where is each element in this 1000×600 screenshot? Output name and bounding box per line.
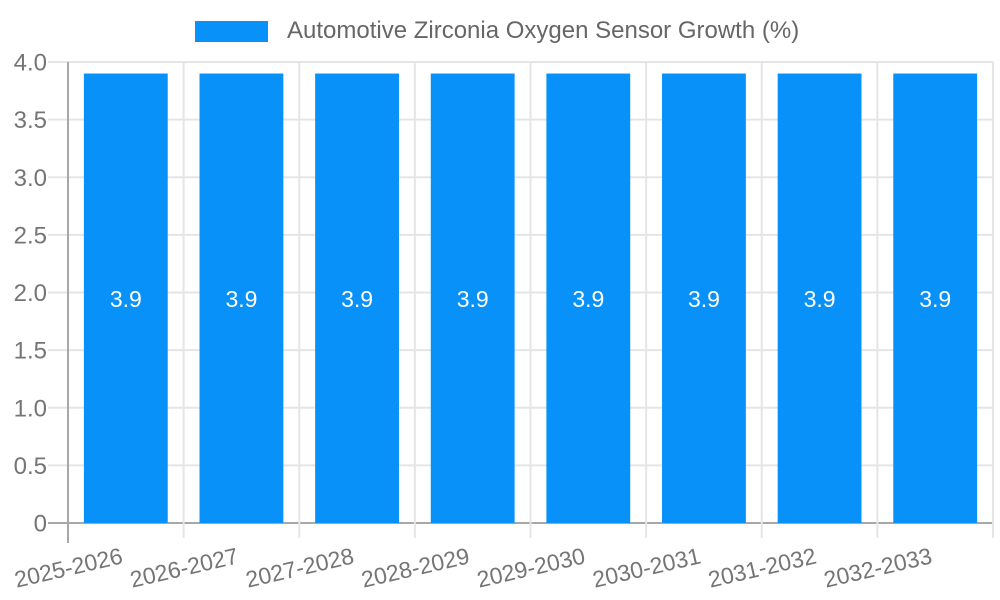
bar-value-label: 3.9 bbox=[804, 286, 836, 312]
legend-swatch bbox=[195, 20, 268, 42]
bar-2031-2032[interactable] bbox=[777, 73, 862, 524]
bar-value-label: 3.9 bbox=[341, 286, 373, 312]
bar-value-label: 3.9 bbox=[688, 286, 720, 312]
bar-2027-2028[interactable] bbox=[315, 73, 399, 524]
x-tick-label: 2030-2031 bbox=[590, 543, 703, 593]
bar-2032-2033[interactable] bbox=[893, 73, 978, 524]
bar-2026-2027[interactable] bbox=[199, 73, 284, 524]
bar-value-label: 3.9 bbox=[110, 286, 142, 312]
y-tick-label: 2.0 bbox=[14, 280, 47, 307]
x-tick-label: 2029-2030 bbox=[474, 543, 587, 593]
x-tick-label: 2027-2028 bbox=[243, 543, 356, 593]
bar-value-label: 3.9 bbox=[457, 286, 489, 312]
y-tick-label: 0.5 bbox=[14, 453, 47, 480]
y-tick-label: 1.0 bbox=[14, 395, 47, 422]
bar-2030-2031[interactable] bbox=[662, 73, 746, 524]
bar-2028-2029[interactable] bbox=[430, 73, 515, 524]
y-tick-label: 4.0 bbox=[14, 50, 47, 77]
x-tick-label: 2031-2032 bbox=[706, 543, 819, 593]
bar-value-label: 3.9 bbox=[572, 286, 604, 312]
x-tick-label: 2025-2026 bbox=[12, 543, 125, 593]
x-tick-label: 2026-2027 bbox=[128, 543, 241, 593]
chart-legend[interactable]: Automotive Zirconia Oxygen Sensor Growth… bbox=[195, 19, 799, 43]
y-tick-label: 1.5 bbox=[14, 338, 47, 365]
legend-label: Automotive Zirconia Oxygen Sensor Growth… bbox=[287, 17, 800, 44]
y-tick-label: 3.5 bbox=[14, 107, 47, 134]
y-tick-label: 2.5 bbox=[14, 222, 47, 249]
bar-2029-2030[interactable] bbox=[546, 73, 631, 524]
x-tick-label: 2032-2033 bbox=[821, 543, 934, 593]
x-tick-label: 2028-2029 bbox=[359, 543, 472, 593]
y-tick-label: 0 bbox=[34, 511, 47, 538]
bar-2025-2026[interactable] bbox=[83, 73, 168, 524]
bar-value-label: 3.9 bbox=[225, 286, 257, 312]
bar-value-label: 3.9 bbox=[919, 286, 951, 312]
y-tick-label: 3.0 bbox=[14, 165, 47, 192]
